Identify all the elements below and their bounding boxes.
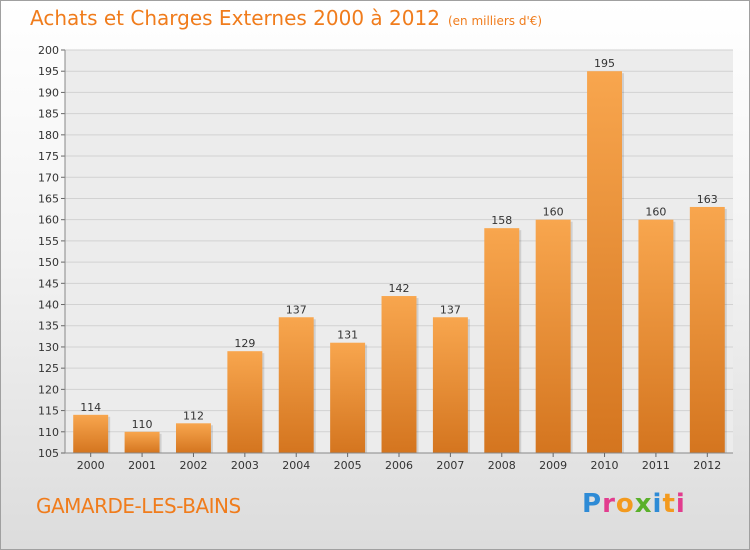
x-tick-label: 2000 — [77, 459, 105, 472]
y-tick-label: 185 — [38, 108, 59, 121]
y-tick-label: 200 — [38, 44, 59, 57]
logo-letter: i — [675, 489, 686, 519]
y-tick-label: 105 — [38, 447, 59, 460]
y-tick-label: 115 — [38, 405, 59, 418]
x-tick-label: 2011 — [642, 459, 670, 472]
x-tick-label: 2012 — [693, 459, 721, 472]
x-tick-label: 2001 — [128, 459, 156, 472]
logo-letter: r — [602, 489, 616, 519]
bar-2006 — [381, 296, 417, 453]
logo-letter: t — [662, 489, 676, 519]
x-tick-label: 2002 — [179, 459, 207, 472]
chart-title: Achats et Charges Externes 2000 à 2012 (e… — [30, 6, 542, 30]
bar-2008 — [484, 228, 520, 453]
bar-value-label: 112 — [183, 409, 204, 422]
y-tick-label: 140 — [38, 299, 59, 312]
x-tick-label: 2010 — [591, 459, 619, 472]
y-tick-label: 175 — [38, 150, 59, 163]
y-tick-label: 190 — [38, 86, 59, 99]
bars: 114 110 112 129 137 131 142 137 158 160 195 160 163 — [73, 57, 727, 454]
bar-2011 — [638, 219, 674, 453]
bar-2012 — [689, 206, 725, 453]
logo-letter: o — [615, 489, 635, 519]
chart-subtitle: (en milliers d'€) — [447, 14, 543, 28]
bar-value-label: 137 — [440, 303, 461, 316]
x-tick-label: 2005 — [334, 459, 362, 472]
bar-value-label: 129 — [234, 337, 255, 350]
town-name: GAMARDE-LES-BAINS — [36, 494, 241, 518]
y-tick-label: 165 — [38, 192, 59, 205]
bar-2001 — [124, 431, 160, 453]
bar-2010 — [587, 71, 623, 454]
bar-value-label: 160 — [543, 206, 564, 219]
bar-value-label: 163 — [697, 193, 718, 206]
bar-value-label: 142 — [389, 282, 410, 295]
y-tick-label: 120 — [38, 383, 59, 396]
x-tick-label: 2008 — [488, 459, 516, 472]
y-tick-label: 145 — [38, 277, 59, 290]
y-tick-label: 125 — [38, 362, 59, 375]
bar-value-label: 137 — [286, 303, 307, 316]
bar-2003 — [227, 351, 263, 453]
bar-value-label: 131 — [337, 329, 358, 342]
bar-value-label: 160 — [645, 206, 666, 219]
x-tick-label: 2007 — [436, 459, 464, 472]
x-tick-label: 2009 — [539, 459, 567, 472]
bar-2005 — [330, 342, 366, 453]
y-tick-label: 155 — [38, 235, 59, 248]
bar-2002 — [175, 423, 211, 453]
y-tick-label: 130 — [38, 341, 59, 354]
y-tick-label: 150 — [38, 256, 59, 269]
bar-2004 — [278, 317, 314, 453]
logo-letter: x — [634, 489, 653, 519]
x-tick-label: 2006 — [385, 459, 413, 472]
bar-value-label: 158 — [491, 214, 512, 227]
x-tick-label: 2003 — [231, 459, 259, 472]
chart-title-text: Achats et Charges Externes 2000 à 2012 — [30, 6, 440, 30]
y-tick-label: 170 — [38, 171, 59, 184]
logo-letter: i — [652, 489, 663, 519]
axes: 105 110 115 120 125 130 135 140 145 150 155 160 165 1… — [38, 44, 733, 472]
y-tick-label: 110 — [38, 426, 59, 439]
y-tick-label: 160 — [38, 214, 59, 227]
y-tick-label: 195 — [38, 65, 59, 78]
bar-value-label: 195 — [594, 57, 615, 70]
bar-value-label: 114 — [80, 401, 101, 414]
bar-2009 — [535, 219, 571, 453]
proxiti-logo[interactable]: Proxiti — [582, 489, 686, 519]
x-tick-label: 2004 — [282, 459, 310, 472]
logo-letter: P — [582, 489, 603, 519]
y-tick-label: 135 — [38, 320, 59, 333]
y-tick-label: 180 — [38, 129, 59, 142]
bar-2007 — [432, 317, 468, 453]
bar-2000 — [73, 414, 109, 453]
bar-value-label: 110 — [132, 418, 153, 431]
